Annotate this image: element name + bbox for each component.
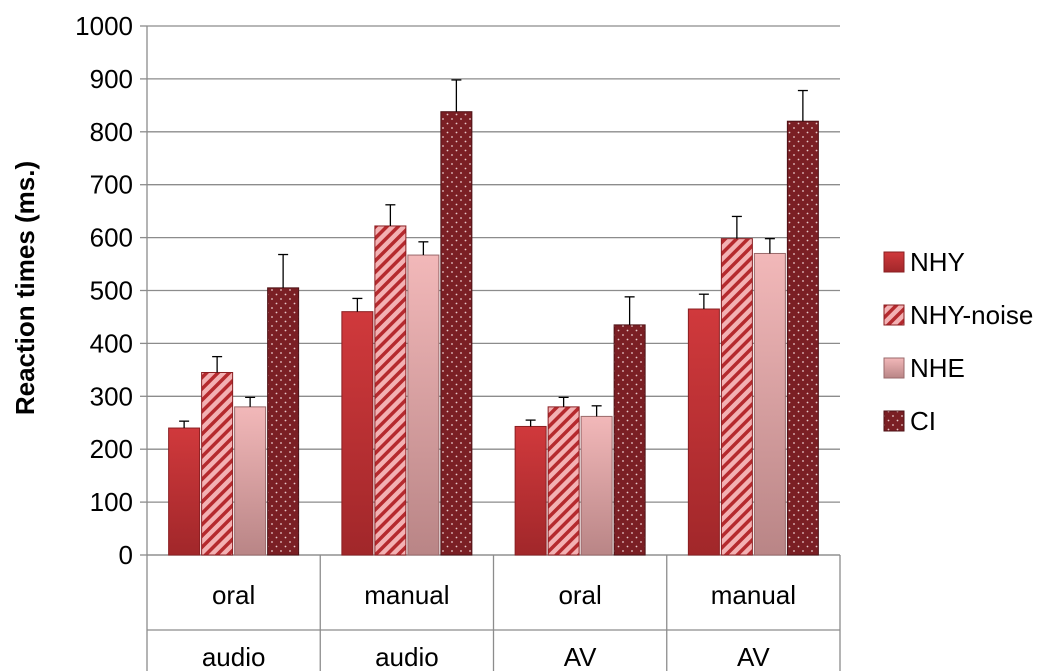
bar-nhy-1 [341,311,374,556]
bar-ci-1 [440,111,473,556]
legend-swatch-nhe [883,357,905,379]
category-label-level1: manual [711,580,796,610]
category-label-level1: oral [558,580,601,610]
bar-nhy-2 [514,425,547,556]
y-tick-label: 1000 [75,11,133,41]
y-tick-label: 0 [119,540,133,570]
bars [168,111,819,556]
y-tick-label: 200 [90,434,133,464]
category-label-level2: AV [737,642,770,671]
y-tick-label: 900 [90,64,133,94]
legend-swatch-ci [883,410,905,432]
y-axis-label: Reaction times (ms.) [10,161,40,415]
y-tick-label: 600 [90,223,133,253]
bar-nhe-1 [407,254,440,556]
y-tick-label: 700 [90,170,133,200]
legend-label-nhe: NHE [910,353,965,383]
category-label-level1: oral [212,580,255,610]
bar-nhy-noise-2 [547,406,580,556]
bar-nhy-noise-1 [374,225,407,556]
bar-nhy-noise-0 [201,371,234,556]
category-label-level2: audio [375,642,439,671]
y-axis-ticks: 0 100 200 300 400 500 600 700 800 900 1000 [75,11,147,570]
category-label-level2: AV [564,642,597,671]
legend: NHY NHY-noise NHE CI [883,247,1033,436]
legend-swatch-nhy-noise [883,304,905,326]
bar-nhe-2 [580,415,613,556]
legend-label-nhy-noise: NHY-noise [910,300,1033,330]
y-tick-label: 400 [90,328,133,358]
bar-nhy-noise-3 [720,238,753,556]
category-table: oral audio manual audio oral AV manual AV [146,554,841,671]
error-bars [179,79,808,429]
bar-nhy-0 [168,427,201,556]
y-tick-label: 800 [90,117,133,147]
legend-swatch-nhy [883,251,905,273]
y-tick-label: 300 [90,381,133,411]
bar-ci-3 [786,120,819,556]
y-tick-label: 500 [90,276,133,306]
category-label-level1: manual [364,580,449,610]
category-label-level2: audio [202,642,266,671]
y-tick-label: 100 [90,487,133,517]
bar-nhe-3 [753,252,786,556]
legend-label-ci: CI [910,406,936,436]
legend-label-nhy: NHY [910,247,965,277]
bar-nhe-0 [234,406,267,556]
bar-nhy-3 [687,308,720,556]
bar-ci-2 [613,324,646,556]
bar-ci-0 [267,287,300,556]
